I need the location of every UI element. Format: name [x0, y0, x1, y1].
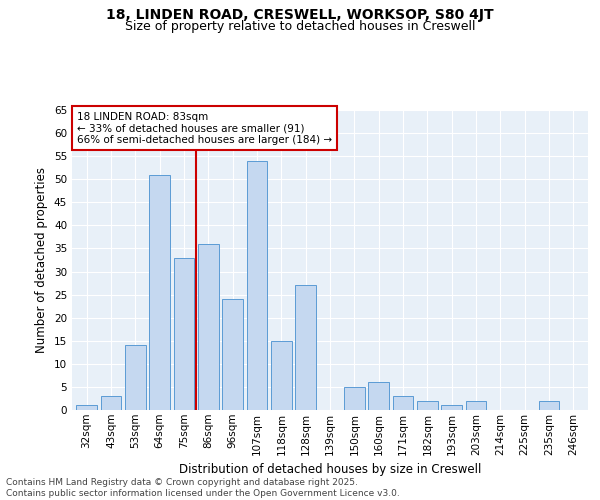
Text: 18, LINDEN ROAD, CRESWELL, WORKSOP, S80 4JT: 18, LINDEN ROAD, CRESWELL, WORKSOP, S80 … — [106, 8, 494, 22]
Bar — [442, 406, 462, 410]
Bar — [368, 382, 389, 410]
Y-axis label: Number of detached properties: Number of detached properties — [35, 167, 49, 353]
Bar — [101, 396, 121, 410]
Bar — [295, 286, 316, 410]
Bar — [198, 244, 218, 410]
Bar — [539, 401, 559, 410]
Text: Contains HM Land Registry data © Crown copyright and database right 2025.
Contai: Contains HM Land Registry data © Crown c… — [6, 478, 400, 498]
Bar — [271, 341, 292, 410]
Bar — [392, 396, 413, 410]
Bar — [466, 401, 487, 410]
Bar — [149, 174, 170, 410]
Bar — [125, 346, 146, 410]
Bar — [76, 406, 97, 410]
Bar — [173, 258, 194, 410]
Bar — [247, 161, 268, 410]
Bar — [344, 387, 365, 410]
X-axis label: Distribution of detached houses by size in Creswell: Distribution of detached houses by size … — [179, 463, 481, 476]
Bar — [222, 299, 243, 410]
Text: 18 LINDEN ROAD: 83sqm
← 33% of detached houses are smaller (91)
66% of semi-deta: 18 LINDEN ROAD: 83sqm ← 33% of detached … — [77, 112, 332, 144]
Bar — [417, 401, 438, 410]
Text: Size of property relative to detached houses in Creswell: Size of property relative to detached ho… — [125, 20, 475, 33]
